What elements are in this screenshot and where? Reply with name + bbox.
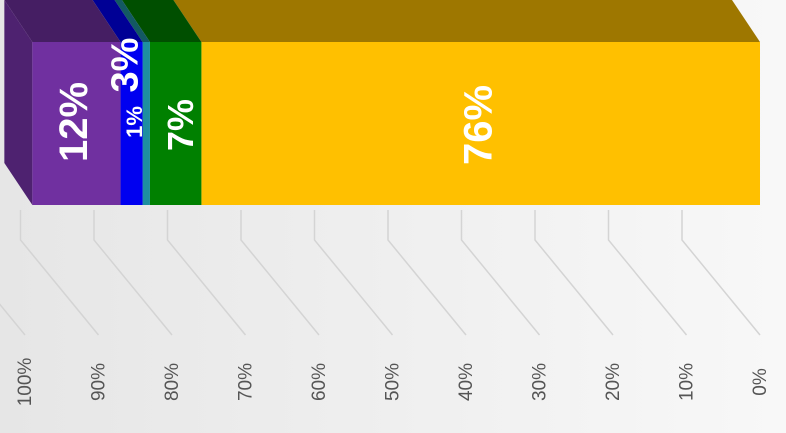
grid-line (166, 210, 247, 336)
grid-line (313, 210, 394, 336)
x-tick-label: 50% (383, 363, 404, 401)
x-tick-label: 90% (89, 363, 110, 401)
x-tick-label: 40% (456, 363, 477, 401)
bar-segment (149, 42, 202, 205)
labels: 0% 10% 20% 30% 40% 50% 60% 70% 80% 90% 100% 76% 7% 1%… (15, 38, 771, 407)
bar-top-face (114, 0, 150, 42)
grid-line (681, 210, 761, 336)
bar-segment (32, 42, 121, 205)
x-tick-label: 20% (603, 363, 624, 401)
bar-side-face (4, 0, 33, 205)
grid-line (387, 210, 467, 336)
grid-line (607, 210, 688, 336)
x-tick-label: 30% (530, 363, 551, 401)
value-label: 1% (122, 106, 147, 138)
x-tick-label: 10% (677, 363, 698, 401)
x-tick-label: 70% (236, 363, 257, 401)
grid (0, 210, 761, 336)
bar-top-face (173, 0, 760, 42)
value-label: 7% (160, 99, 201, 151)
value-label: 12% (52, 82, 96, 162)
bar-top-face (121, 0, 202, 42)
grid-line (93, 210, 173, 336)
grid-line (19, 210, 100, 336)
x-tick-label: 0% (750, 368, 771, 396)
x-tick-label: 100% (15, 358, 36, 407)
bar-top-face (4, 0, 121, 42)
x-tick-label: 80% (162, 363, 183, 401)
x-tick-label: 60% (309, 363, 330, 401)
bar-segment (142, 42, 150, 205)
grid-line (240, 210, 320, 336)
bar-segment (120, 42, 143, 205)
bar-segment (201, 42, 760, 205)
bar-top-face (92, 0, 143, 42)
value-label: 76% (456, 85, 500, 165)
bars (4, 0, 760, 205)
grid-line (460, 210, 541, 336)
grid-line (534, 210, 614, 336)
value-label: 3% (105, 38, 147, 93)
